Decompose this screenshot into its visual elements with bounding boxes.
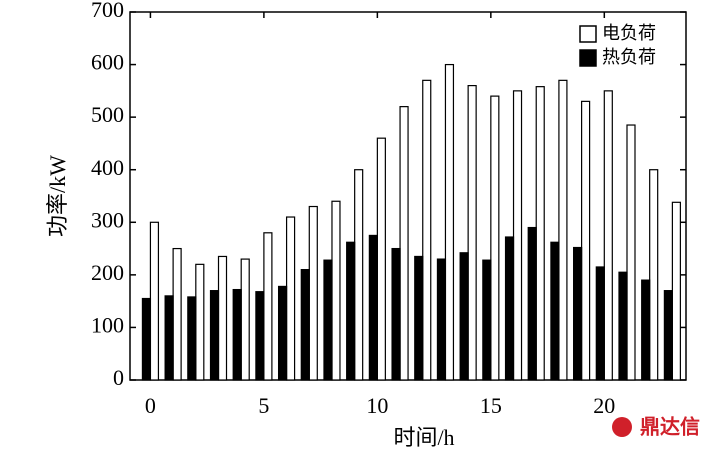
- bar: [422, 79, 432, 381]
- x-axis-label: 时间/h: [393, 425, 454, 450]
- bar: [172, 247, 182, 381]
- x-tick-label: 15: [480, 393, 502, 418]
- bar: [512, 90, 523, 381]
- bar: [255, 291, 265, 381]
- bar: [626, 124, 636, 381]
- bar: [323, 259, 333, 381]
- bar: [482, 259, 492, 381]
- bar: [618, 271, 628, 381]
- x-tick-label: 0: [145, 393, 156, 418]
- x-tick-label: 10: [366, 393, 388, 418]
- bar: [467, 84, 477, 381]
- y-tick-label: 600: [91, 50, 124, 75]
- y-tick-label: 500: [91, 102, 124, 127]
- bar: [285, 216, 296, 381]
- bar: [195, 263, 205, 381]
- bar: [550, 241, 560, 381]
- bar: [164, 295, 174, 381]
- y-tick-label: 400: [91, 155, 124, 180]
- bar: [263, 232, 273, 381]
- bar: [641, 279, 651, 381]
- bar: [376, 137, 386, 381]
- bar: [459, 252, 469, 381]
- bar: [300, 269, 310, 381]
- bar: [671, 201, 681, 381]
- bar: [308, 205, 318, 381]
- x-tick-label: 5: [258, 393, 269, 418]
- bar: [391, 247, 401, 381]
- watermark-logo: [612, 417, 632, 437]
- bar: [436, 258, 447, 381]
- bar: [535, 86, 545, 381]
- legend-swatch: [579, 25, 597, 43]
- bar: [240, 258, 250, 381]
- bar: [581, 100, 591, 381]
- legend-swatch: [579, 49, 597, 67]
- bar: [527, 226, 537, 381]
- bar: [187, 296, 197, 381]
- bar: [490, 95, 500, 381]
- bar: [354, 169, 364, 381]
- bar: [217, 255, 228, 381]
- bar: [399, 106, 409, 381]
- bar: [504, 236, 515, 381]
- bar: [414, 255, 424, 381]
- y-tick-label: 100: [91, 312, 124, 337]
- y-tick-label: 700: [91, 0, 124, 22]
- bar: [444, 63, 455, 381]
- watermark: 鼎达信: [640, 415, 700, 439]
- bar: [232, 288, 242, 381]
- bar: [149, 221, 160, 381]
- bar: [277, 285, 288, 381]
- bar: [331, 200, 341, 381]
- bar: [209, 290, 220, 381]
- bar: [649, 169, 659, 381]
- y-tick-label: 0: [113, 365, 124, 390]
- bar: [346, 241, 356, 381]
- bar: [141, 297, 152, 381]
- y-tick-label: 300: [91, 207, 124, 232]
- y-tick-label: 200: [91, 260, 124, 285]
- legend-label: 热负荷: [602, 47, 656, 68]
- legend-label: 电负荷: [602, 23, 656, 44]
- y-axis-label: 功率/kW: [45, 155, 70, 237]
- bar: [573, 246, 583, 381]
- bar: [558, 79, 568, 381]
- bar: [603, 90, 613, 381]
- bar: [368, 234, 378, 381]
- bar: [595, 266, 605, 381]
- x-tick-label: 20: [593, 393, 615, 418]
- bar: [663, 290, 673, 381]
